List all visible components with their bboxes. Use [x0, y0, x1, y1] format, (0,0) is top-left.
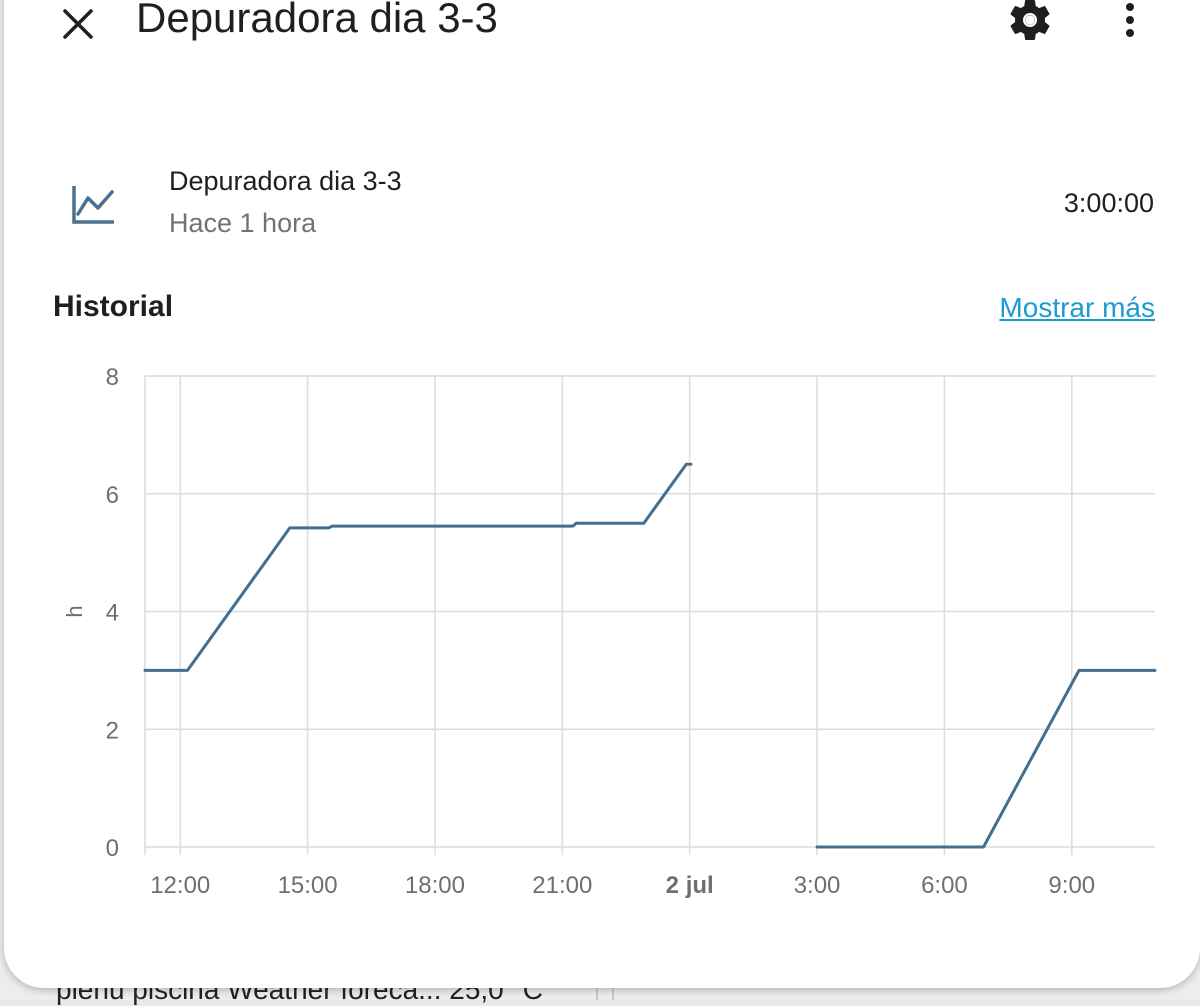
background-divider — [612, 984, 614, 1000]
chart-line-icon — [72, 186, 114, 224]
series-line — [815, 668, 1157, 849]
dialog-title: Depuradora dia 3-3 — [136, 0, 498, 41]
x-tick-label: 3:00 — [794, 872, 841, 899]
y-axis-label: h — [62, 605, 87, 617]
show-more-link[interactable]: Mostrar más — [999, 292, 1155, 323]
close-icon — [63, 9, 93, 39]
x-tick-label: 9:00 — [1048, 872, 1095, 899]
entity-last-changed: Hace 1 hora — [169, 208, 317, 238]
entity-row[interactable]: Depuradora dia 3-3 Hace 1 hora 3:00:00 — [4, 160, 1200, 250]
series-line — [143, 462, 693, 672]
x-tick-label: 12:00 — [150, 872, 210, 899]
history-chart[interactable]: 0 2 4 6 8 12:00 15:00 18:00 21:00 2 jul 3:00 6:00 9:… — [4, 360, 1200, 920]
x-tick-label: 21:00 — [532, 872, 592, 899]
y-tick-label: 6 — [106, 482, 119, 509]
gear-icon — [1010, 0, 1050, 40]
background-divider — [596, 984, 598, 1000]
history-chart-svg: 0 2 4 6 8 12:00 15:00 18:00 21:00 2 jul 3:00 6:00 9:… — [62, 364, 1157, 899]
history-heading: Historial — [53, 290, 174, 323]
y-tick-label: 4 — [106, 600, 119, 627]
y-tick-label: 0 — [106, 835, 119, 862]
overflow-menu-button[interactable] — [1106, 0, 1154, 44]
x-tick-label: 18:00 — [405, 872, 465, 899]
x-tick-label: 2 jul — [666, 872, 714, 899]
dots-vertical-icon — [1126, 3, 1134, 37]
entity-state: 3:00:00 — [1063, 188, 1154, 218]
entity-name: Depuradora dia 3-3 — [169, 166, 402, 196]
settings-button[interactable] — [1006, 0, 1054, 44]
x-tick-label: 15:00 — [278, 872, 338, 899]
x-tick-label: 6:00 — [921, 872, 968, 899]
y-tick-label: 8 — [106, 364, 119, 391]
more-info-dialog: Depuradora dia 3-3 Depuradora dia 3-3 Ha… — [4, 0, 1200, 988]
close-button[interactable] — [54, 0, 102, 48]
y-tick-label: 2 — [106, 717, 119, 744]
dialog-header: Depuradora dia 3-3 — [4, 0, 1200, 80]
